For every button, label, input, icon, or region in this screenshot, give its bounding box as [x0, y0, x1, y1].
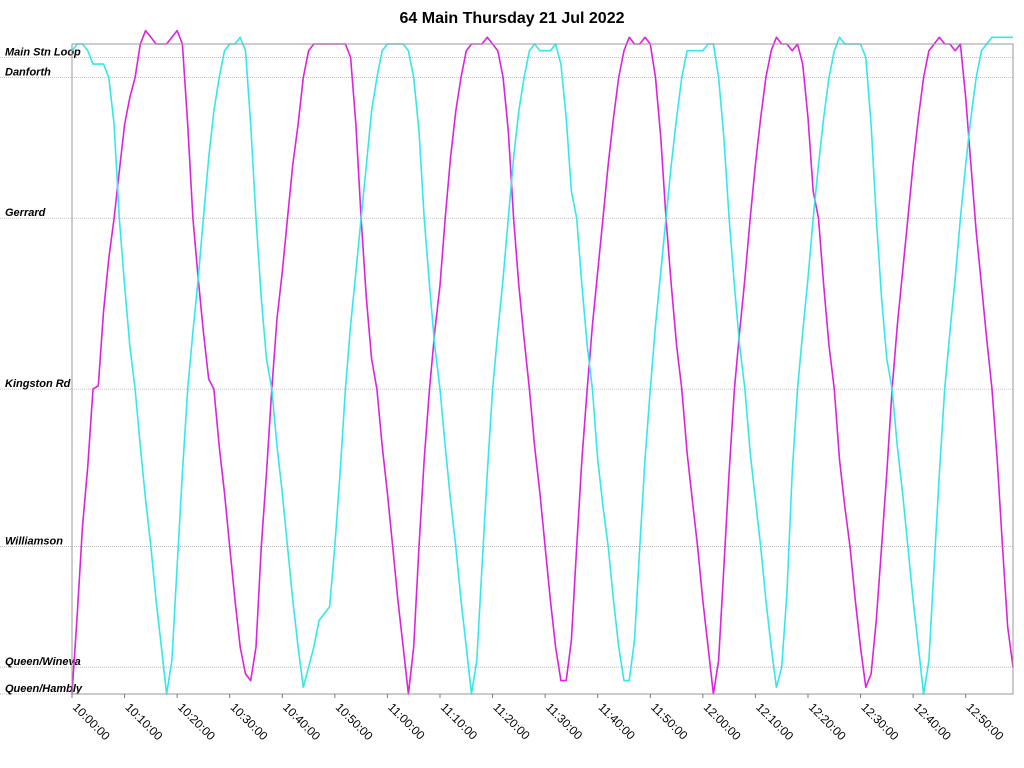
y-label-gerrard: Gerrard	[5, 207, 46, 219]
y-label-williamson: Williamson	[5, 536, 63, 548]
x-tick-label: 11:20:00	[490, 700, 533, 743]
x-tick-label: 11:40:00	[596, 700, 639, 743]
x-tick-label: 11:10:00	[438, 700, 481, 743]
chart-title: 64 Main Thursday 21 Jul 2022	[399, 10, 625, 27]
x-tick-label: 10:30:00	[228, 700, 271, 743]
x-tick-label: 11:30:00	[543, 700, 586, 743]
x-tick-label: 12:40:00	[911, 700, 954, 743]
y-label-queen-hambly: Queen/Hambly	[5, 683, 83, 695]
y-label-main-stn-loop: Main Stn Loop	[5, 46, 81, 58]
x-tick-label: 12:30:00	[858, 700, 901, 743]
x-tick-label: 10:10:00	[122, 700, 165, 743]
series-line-1	[71, 29, 1014, 695]
x-tick-label: 11:00:00	[385, 700, 428, 743]
y-axis-stop-labels: Main Stn Loop Danforth Gerrard Kingston Rd W…	[5, 46, 83, 695]
plot-frame	[71, 43, 1014, 695]
x-tick-label: 12:50:00	[964, 700, 1007, 743]
series-line-2	[71, 36, 1013, 695]
x-tick-label: 10:50:00	[333, 700, 376, 743]
y-label-danforth: Danforth	[5, 67, 51, 79]
x-tick-label: 11:50:00	[648, 700, 691, 743]
x-tick-label: 12:00:00	[701, 700, 744, 743]
grid-lines	[0, 57, 1013, 695]
x-tick-label: 12:20:00	[806, 700, 849, 743]
x-tick-label: 10:20:00	[175, 700, 218, 743]
y-label-kingston-rd: Kingston Rd	[5, 378, 71, 390]
y-label-queen-wineva: Queen/Wineva	[5, 656, 81, 668]
x-tick-label: 10:40:00	[280, 700, 323, 743]
x-axis-tick-labels: 10:00:00 10:10:00 10:20:00 10:30:00 10:40:00…	[70, 694, 1007, 743]
x-tick-label: 12:10:00	[753, 700, 796, 743]
series-lines	[71, 29, 1014, 695]
x-tick-label: 10:00:00	[70, 700, 113, 743]
